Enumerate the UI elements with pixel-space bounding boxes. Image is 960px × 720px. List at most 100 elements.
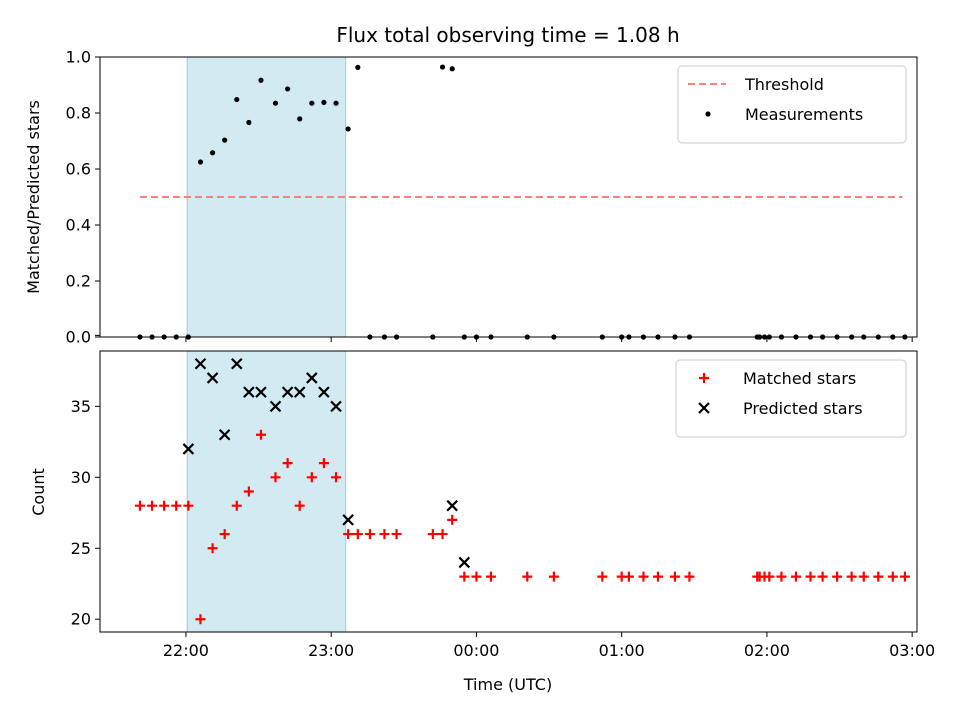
- bottom-predicted-stars-point: [458, 556, 471, 569]
- bottom-matched-stars-point: [832, 571, 843, 582]
- bottom-matched-stars-point: [364, 529, 375, 540]
- bottom-matched-stars-point: [294, 500, 305, 511]
- top-panel-ylabel: Matched/Predicted stars: [24, 100, 43, 294]
- bottom-legend-predicted-stars-swatch: [698, 402, 710, 414]
- top-measurements-point: [449, 66, 455, 72]
- bottom-matched-stars-point: [858, 571, 869, 582]
- bottom-matched-stars-point: [899, 571, 910, 582]
- bottom-matched-stars-point: [243, 486, 254, 497]
- bottom-matched-stars-point: [183, 500, 194, 511]
- top-measurements-point: [355, 64, 361, 70]
- bottom-matched-stars-point: [427, 529, 438, 540]
- bottom-ytick-label: 30: [71, 468, 91, 487]
- bottom-matched-stars-point: [776, 571, 787, 582]
- bottom-predicted-stars-point: [230, 357, 243, 370]
- top-measurements-point: [285, 86, 291, 92]
- xtick-label: 02:00: [744, 641, 790, 660]
- bottom-matched-stars-point: [282, 458, 293, 469]
- bottom-matched-stars-point: [447, 514, 458, 525]
- bottom-matched-stars-point: [873, 571, 884, 582]
- xtick-label: 00:00: [453, 641, 499, 660]
- bottom-matched-stars-point: [652, 571, 663, 582]
- bottom-matched-stars-point: [195, 614, 206, 625]
- bottom-matched-stars-point: [471, 571, 482, 582]
- top-measurements-point: [321, 99, 327, 105]
- bottom-matched-stars-point: [887, 571, 898, 582]
- bottom-predicted-stars-point: [281, 386, 294, 398]
- top-measurements-point: [309, 100, 315, 106]
- bottom-matched-stars-point: [764, 571, 775, 582]
- bottom-predicted-stars-point: [206, 372, 219, 384]
- xtick-label: 23:00: [308, 641, 354, 660]
- bottom-matched-stars-point: [597, 571, 608, 582]
- bottom-matched-stars-point: [485, 571, 496, 582]
- bottom-matched-stars-point: [171, 500, 182, 511]
- top-legend-measurements-swatch: [705, 111, 711, 117]
- bottom-matched-stars-point: [219, 529, 230, 540]
- top-legend-box: [677, 65, 907, 144]
- bottom-matched-stars-point: [231, 500, 242, 511]
- xtick-label: 22:00: [163, 641, 209, 660]
- bottom-matched-stars-point: [352, 529, 363, 540]
- bottom-matched-stars-point: [548, 571, 559, 582]
- top-measurements-point: [333, 100, 339, 106]
- bottom-matched-stars-point: [459, 571, 470, 582]
- bottom-predicted-stars-point: [318, 386, 330, 398]
- bottom-predicted-stars-point: [194, 357, 207, 370]
- bottom-matched-stars-point: [638, 571, 649, 582]
- top-legend-threshold-label: Threshold: [744, 75, 824, 94]
- bottom-matched-stars-point: [207, 543, 218, 554]
- bottom-legend-box: [675, 359, 907, 438]
- bottom-predicted-stars-point: [446, 499, 458, 512]
- bottom-matched-stars-point: [331, 472, 342, 483]
- chart-title: Flux total observing time = 1.08 h: [336, 23, 679, 47]
- bottom-predicted-stars-point: [255, 386, 267, 398]
- top-measurements-point: [246, 119, 252, 126]
- top-measurements-point: [297, 116, 303, 122]
- top-ytick-label: 0.2: [66, 272, 91, 291]
- bottom-ytick-label: 25: [71, 539, 91, 558]
- bottom-matched-stars-point: [391, 529, 402, 540]
- bottom-panel: Count 20 25 30 35 22:00 23:00 00:00 01:00 02:00 0…: [29, 334, 935, 660]
- bottom-ytick-label: 20: [71, 610, 91, 629]
- bottom-predicted-stars-point: [342, 514, 354, 526]
- bottom-predicted-stars-point: [330, 400, 342, 413]
- bottom-matched-stars-point: [255, 429, 266, 440]
- bottom-legend-predicted-stars-label: Predicted stars: [743, 399, 863, 418]
- bottom-predicted-stars-point: [243, 386, 255, 398]
- x-axis-label: Time (UTC): [463, 675, 552, 694]
- bottom-matched-stars-point: [437, 529, 448, 540]
- bottom-matched-stars-point: [522, 571, 533, 582]
- bottom-legend-matched-stars-label: Matched stars: [743, 369, 856, 388]
- bottom-matched-stars-point: [318, 458, 329, 469]
- bottom-matched-stars-point: [343, 529, 354, 540]
- top-measurements-point: [345, 126, 351, 132]
- bottom-matched-stars-point: [623, 571, 634, 582]
- bottom-panel-frame: [99, 350, 918, 633]
- bottom-matched-stars-point: [134, 500, 145, 511]
- bottom-matched-stars-point: [306, 472, 317, 483]
- bottom-matched-stars-point: [846, 571, 857, 582]
- bottom-matched-stars-point: [684, 571, 695, 582]
- top-measurements-point: [439, 64, 446, 70]
- bottom-matched-stars-point: [805, 571, 816, 582]
- bottom-predicted-stars-point: [182, 443, 195, 455]
- bottom-matched-stars-point: [669, 571, 680, 582]
- top-measurements-point: [272, 100, 279, 106]
- top-panel: Matched/Predicted stars 0.0 0.2 0.4 0.6 0.8 1…: [24, 48, 918, 347]
- bottom-matched-stars-point: [147, 500, 158, 511]
- bottom-matched-stars-point: [379, 529, 390, 540]
- top-panel-frame: [99, 56, 918, 338]
- top-ytick-label: 0.0: [66, 328, 91, 347]
- bottom-predicted-stars-point: [306, 372, 318, 384]
- top-ytick-label: 1.0: [66, 48, 91, 67]
- bottom-matched-stars-point: [270, 472, 281, 483]
- bottom-predicted-stars-point: [218, 428, 231, 441]
- top-measurements-point: [197, 159, 204, 165]
- top-legend-measurements-label: Measurements: [745, 105, 863, 124]
- bottom-matched-stars-point: [159, 500, 170, 511]
- top-measurements-point: [222, 137, 228, 143]
- bottom-matched-stars-point: [790, 571, 801, 582]
- bottom-panel-ylabel: Count: [29, 468, 48, 516]
